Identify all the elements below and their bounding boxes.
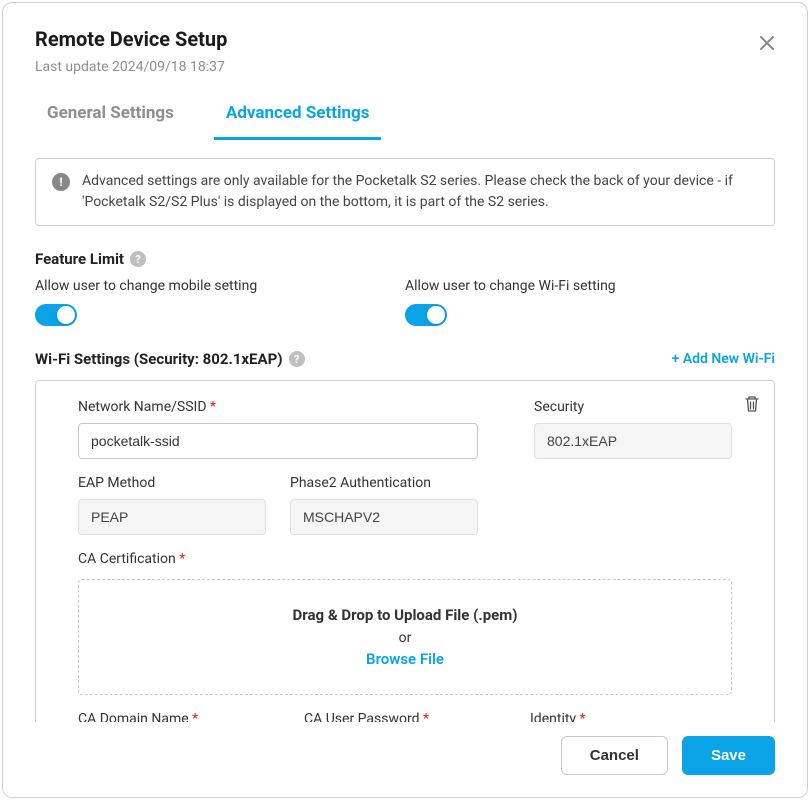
ca-user-pw-group: CA User Password [304,711,506,722]
ca-cert-dropzone[interactable]: Drag & Drop to Upload File (.pem) or Bro… [78,579,732,695]
eap-input [78,499,266,535]
ssid-group: Network Name/SSID [78,399,478,459]
info-banner: ! Advanced settings are only available f… [35,158,775,226]
ca-cert-group: CA Certification Drag & Drop to Upload F… [78,551,732,711]
modal-header: Remote Device Setup Last update 2024/09/… [3,3,807,79]
eap-label: EAP Method [78,475,266,491]
form-row-ssid-security: Network Name/SSID Security [78,399,732,459]
feature-limit-title: Feature Limit ? [35,250,775,268]
tab-general-settings[interactable]: General Settings [35,93,186,140]
remote-device-setup-modal: Remote Device Setup Last update 2024/09/… [2,2,808,798]
add-new-wifi-link[interactable]: + Add New Wi-Fi [672,351,775,367]
modal-title: Remote Device Setup [35,27,775,51]
ca-domain-group: CA Domain Name [78,711,280,722]
ssid-label: Network Name/SSID [78,399,478,415]
trash-icon [744,395,760,413]
security-group: Security [534,399,732,459]
feature-wifi-col: Allow user to change Wi-Fi setting [405,278,775,326]
feature-mobile-col: Allow user to change mobile setting [35,278,405,326]
eap-group: EAP Method [78,475,266,535]
feature-mobile-label: Allow user to change mobile setting [35,278,405,294]
wifi-section-title-wrap: Wi-Fi Settings (Security: 802.1xEAP) ? [35,350,305,368]
phase2-group: Phase2 Authentication [290,475,478,535]
info-icon: ! [52,173,70,191]
form-row-eap-phase2: EAP Method Phase2 Authentication [78,475,732,535]
tab-advanced-settings[interactable]: Advanced Settings [214,93,382,140]
last-update-text: Last update 2024/09/18 18:37 [35,59,775,75]
dropzone-or: or [89,630,721,646]
ca-domain-label: CA Domain Name [78,711,280,722]
tabs: General Settings Advanced Settings [3,79,807,140]
dropzone-title: Drag & Drop to Upload File (.pem) [89,606,721,624]
feature-limit-label: Feature Limit [35,250,124,268]
wifi-card: Network Name/SSID Security EAP Method Ph… [35,380,775,722]
save-button[interactable]: Save [682,736,775,775]
cancel-button[interactable]: Cancel [561,736,668,775]
security-input [534,423,732,459]
delete-wifi-button[interactable] [744,395,760,417]
ca-user-pw-label: CA User Password [304,711,506,722]
info-banner-text: Advanced settings are only available for… [82,171,758,213]
identity-label: Identity [530,711,732,722]
close-button[interactable] [755,31,779,55]
ssid-input[interactable] [78,423,478,459]
form-row-bottom: CA Domain Name CA User Password Identity [78,711,732,722]
feature-limit-row: Allow user to change mobile setting Allo… [35,278,775,326]
content-area: ! Advanced settings are only available f… [3,140,807,722]
ca-cert-label: CA Certification [78,551,732,567]
help-icon[interactable]: ? [130,251,146,267]
help-icon[interactable]: ? [289,351,305,367]
wifi-section-header: Wi-Fi Settings (Security: 802.1xEAP) ? +… [35,350,775,368]
phase2-label: Phase2 Authentication [290,475,478,491]
browse-file-link[interactable]: Browse File [89,650,721,668]
modal-footer: Cancel Save [3,722,807,797]
identity-group: Identity [530,711,732,722]
toggle-mobile-setting[interactable] [35,304,77,326]
toggle-wifi-setting[interactable] [405,304,447,326]
feature-wifi-label: Allow user to change Wi-Fi setting [405,278,775,294]
close-icon [759,35,775,51]
wifi-section-title: Wi-Fi Settings (Security: 802.1xEAP) [35,350,283,368]
security-label: Security [534,399,732,415]
phase2-input [290,499,478,535]
